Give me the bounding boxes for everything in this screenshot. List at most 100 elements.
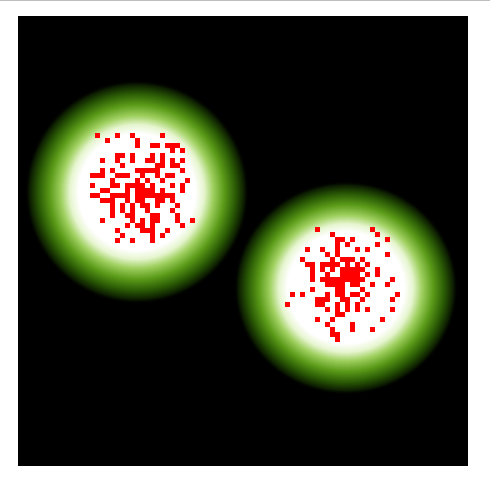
red-pixel (160, 233, 165, 238)
red-pixel (320, 277, 325, 282)
red-pixel (320, 247, 325, 252)
red-pixel (90, 173, 95, 178)
red-pixel (345, 302, 350, 307)
red-pixel (360, 287, 365, 292)
red-pixel (345, 267, 350, 272)
red-pixel (340, 282, 345, 287)
red-pixel (150, 143, 155, 148)
red-pixel (390, 297, 395, 302)
red-pixel (145, 208, 150, 213)
red-pixel (145, 228, 150, 233)
red-pixel (310, 287, 315, 292)
red-pixel (90, 193, 95, 198)
red-pixel (180, 223, 185, 228)
red-pixel (320, 302, 325, 307)
red-pixel (305, 247, 310, 252)
red-pixel (335, 292, 340, 297)
red-pixel (335, 237, 340, 242)
red-pixel (150, 168, 155, 173)
red-pixel (365, 272, 370, 277)
red-pixel (350, 292, 355, 297)
red-pixel (115, 133, 120, 138)
red-pixel (125, 183, 130, 188)
red-pixel (350, 237, 355, 242)
red-pixel (335, 262, 340, 267)
red-pixel (360, 277, 365, 282)
red-pixel (365, 247, 370, 252)
red-pixel (345, 272, 350, 277)
red-pixel (150, 193, 155, 198)
red-pixel (110, 168, 115, 173)
red-pixel (170, 163, 175, 168)
red-pixel (165, 173, 170, 178)
red-pixel (105, 198, 110, 203)
red-pixel (155, 168, 160, 173)
red-pixel (385, 237, 390, 242)
red-pixel (190, 218, 195, 223)
red-pixel (335, 287, 340, 292)
red-pixel (340, 312, 345, 317)
red-pixel (140, 183, 145, 188)
red-pixel (390, 277, 395, 282)
red-pixel (330, 232, 335, 237)
red-pixel (340, 267, 345, 272)
red-pixel (125, 188, 130, 193)
red-pixel (185, 178, 190, 183)
red-pixel (145, 188, 150, 193)
red-pixel (345, 277, 350, 282)
red-pixel (135, 188, 140, 193)
red-pixel (125, 198, 130, 203)
red-pixel (120, 203, 125, 208)
red-pixel (390, 307, 395, 312)
red-pixel (365, 307, 370, 312)
red-pixel (150, 158, 155, 163)
red-pixel (335, 247, 340, 252)
red-pixel (330, 332, 335, 337)
red-pixel (350, 267, 355, 272)
red-pixel (175, 163, 180, 168)
red-pixel (170, 173, 175, 178)
red-pixel (140, 188, 145, 193)
red-pixel (120, 208, 125, 213)
red-pixel (115, 183, 120, 188)
red-pixel (100, 158, 105, 163)
red-pixel (120, 233, 125, 238)
red-pixel (315, 317, 320, 322)
blob-2 (234, 181, 458, 395)
red-pixel (355, 282, 360, 287)
red-pixel (355, 272, 360, 277)
red-pixel (115, 228, 120, 233)
red-pixel (135, 168, 140, 173)
red-pixel (320, 267, 325, 272)
red-pixel (375, 272, 380, 277)
red-pixel (110, 178, 115, 183)
red-pixel (120, 193, 125, 198)
red-pixel (110, 213, 115, 218)
red-pixel (145, 158, 150, 163)
red-pixel (100, 198, 105, 203)
red-pixel (140, 168, 145, 173)
red-pixel (135, 198, 140, 203)
red-pixel (170, 148, 175, 153)
red-pixel (155, 163, 160, 168)
red-pixel (150, 213, 155, 218)
red-pixel (115, 238, 120, 243)
red-pixel (130, 208, 135, 213)
red-pixel (155, 198, 160, 203)
red-pixel (355, 277, 360, 282)
red-pixel (165, 228, 170, 233)
red-pixel (385, 282, 390, 287)
red-pixel (110, 208, 115, 213)
red-pixel (175, 213, 180, 218)
red-pixel (160, 163, 165, 168)
red-pixel (335, 312, 340, 317)
red-pixel (310, 277, 315, 282)
red-pixel (290, 292, 295, 297)
red-pixel (140, 218, 145, 223)
red-pixel (340, 272, 345, 277)
red-pixel (135, 143, 140, 148)
red-pixel (170, 183, 175, 188)
red-pixel (125, 213, 130, 218)
red-pixel (325, 252, 330, 257)
